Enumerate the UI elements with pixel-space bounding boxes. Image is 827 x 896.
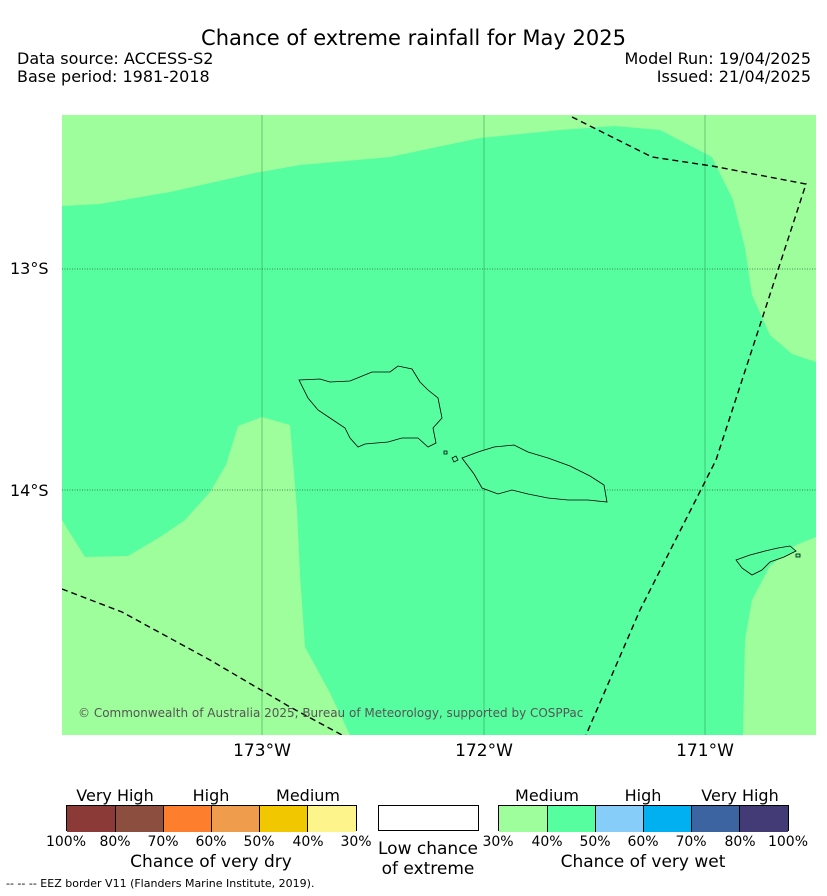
lat-label-13s: 13°S — [10, 259, 49, 278]
lon-label-171w: 171°W — [676, 741, 734, 761]
graticule — [261, 115, 706, 735]
wet-tick: 80% — [724, 834, 756, 850]
latitude-lines — [62, 268, 816, 491]
dry-tick: 30% — [340, 834, 372, 850]
wet-tick: 30% — [482, 834, 514, 850]
dry-tick: 100% — [45, 834, 87, 850]
higher-chance-region — [62, 126, 816, 735]
wet-caption: Chance of very wet — [560, 852, 726, 872]
apolima-island — [443, 450, 448, 455]
copyright-text: © Commonwealth of Australia 2025, Bureau… — [78, 706, 584, 720]
dry-swatch — [212, 806, 260, 832]
lon-label-172w: 172°W — [455, 741, 513, 761]
eez-footnote: -- -- -- EEZ border V11 (Flanders Marine… — [6, 877, 315, 890]
data-source-text: Data source: ACCESS-S2 — [17, 49, 214, 68]
dry-tick: 50% — [243, 834, 275, 850]
upolu-island — [461, 444, 608, 503]
islands — [298, 365, 801, 576]
wet-swatch — [596, 806, 644, 832]
wet-level-very-high: Very High — [701, 786, 779, 805]
dry-level-high: High — [192, 786, 230, 805]
dry-swatch — [308, 806, 356, 832]
tutuila-island — [735, 545, 797, 576]
dry-caption: Chance of very dry — [130, 852, 292, 872]
low-chance-caption-2: of extreme — [381, 859, 475, 879]
wet-level-medium: Medium — [515, 786, 579, 805]
lon-label-173w: 173°W — [233, 741, 291, 761]
wet-swatch — [499, 806, 548, 832]
low-chance-caption-1: Low chance — [378, 839, 478, 859]
dry-tick: 40% — [292, 834, 324, 850]
wet-tick: 70% — [675, 834, 707, 850]
aunuu-island — [795, 553, 801, 558]
model-run-text: Model Run: 19/04/2025 — [624, 49, 812, 68]
wet-tick: 40% — [531, 834, 563, 850]
wet-level-high: High — [624, 786, 662, 805]
dry-swatch — [116, 806, 164, 832]
dry-tick: 60% — [195, 834, 227, 850]
dry-level-medium: Medium — [276, 786, 340, 805]
savaii-island — [298, 365, 443, 448]
wet-swatch — [692, 806, 740, 832]
wet-swatch — [548, 806, 596, 832]
issued-text: Issued: 21/04/2025 — [656, 67, 811, 86]
wet-swatch — [740, 806, 788, 832]
eez-border — [62, 116, 807, 735]
wet-swatch — [644, 806, 692, 832]
dry-swatch — [260, 806, 308, 832]
base-period-text: Base period: 1981-2018 — [17, 67, 210, 86]
low-chance-swatch — [378, 805, 479, 831]
dry-swatch — [164, 806, 212, 832]
wet-colorbar — [498, 805, 789, 832]
lat-label-14s: 14°S — [10, 481, 49, 500]
dry-colorbar — [66, 805, 357, 832]
manono-island — [451, 455, 459, 463]
dry-tick: 70% — [147, 834, 179, 850]
wet-tick: 100% — [767, 834, 809, 850]
map-title: Chance of extreme rainfall for May 2025 — [201, 26, 626, 50]
wet-tick: 50% — [579, 834, 611, 850]
dry-tick: 80% — [99, 834, 131, 850]
dry-swatch — [67, 806, 116, 832]
dry-level-very-high: Very High — [76, 786, 154, 805]
wet-tick: 60% — [627, 834, 659, 850]
